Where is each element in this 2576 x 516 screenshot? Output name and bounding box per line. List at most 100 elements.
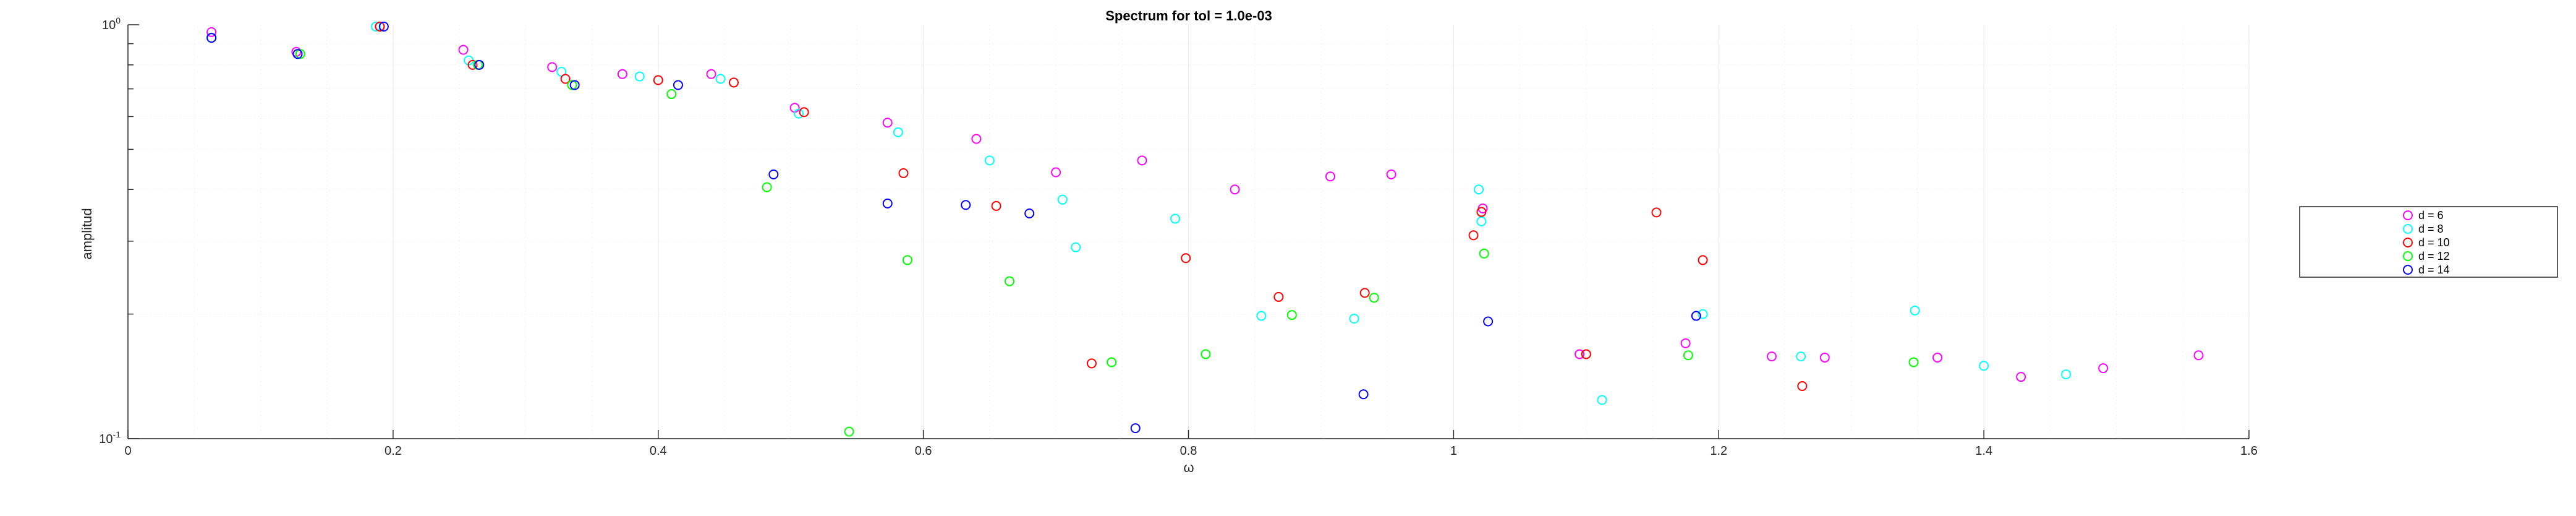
x-tick-label: 0.4 [650,444,667,458]
data-point [1476,216,1487,226]
data-point [898,168,909,178]
data-point [1651,207,1662,218]
data-point [1130,423,1141,434]
x-tick-label: 0.6 [915,444,932,458]
x-axis-label: ω [1183,460,1194,475]
data-point [1359,288,1370,298]
y-axis-label: amplitud [79,208,95,259]
data-point [206,33,217,43]
data-point [882,198,893,209]
data-point [1797,381,1808,391]
data-point [1286,310,1297,320]
data-point [991,200,1001,211]
data-point [1483,316,1494,327]
data-point [653,75,663,85]
data-point [1698,309,1708,319]
data-point [666,89,677,100]
data-point [560,74,571,84]
data-point [467,59,478,70]
data-point [1819,352,1830,363]
data-point [844,426,854,437]
data-point [1932,352,1943,363]
data-point [474,59,485,70]
data-point [458,45,469,55]
data-point [1908,357,1919,368]
data-point [2193,350,2204,361]
x-tick-label: 1.6 [2240,444,2258,458]
legend-label: d = 8 [2418,223,2444,235]
data-point [794,108,804,119]
data-point [2098,363,2109,374]
data-point [1369,293,1379,303]
legend-marker [2403,265,2413,275]
data-point [673,80,683,90]
data-point [715,74,726,84]
data-markers [206,21,2204,437]
data-point [2016,372,2026,382]
legend-box [2299,206,2558,278]
data-point [370,21,381,32]
legend-marker [2403,251,2413,261]
data-point [378,21,389,32]
data-point [1005,276,1015,286]
data-point [1051,167,1061,178]
x-tick-label: 0 [124,444,131,458]
data-point [1137,155,1147,166]
data-point [1910,305,1920,316]
legend-label: d = 6 [2418,209,2444,221]
data-point [1698,255,1708,265]
legend-label: d = 10 [2418,236,2450,249]
legend-marker [2403,224,2413,234]
legend-items: d = 6 d = 8d = 10d = 12 d = 14 [2403,209,2450,276]
data-point [762,182,772,192]
data-point [1057,194,1068,205]
data-point [375,21,385,32]
data-point [1680,338,1691,348]
x-tick-label: 0.2 [385,444,402,458]
data-point [799,107,809,118]
series-d-14 [206,21,1701,434]
legend-label: d = 14 [2418,264,2450,276]
data-point [961,200,971,210]
data-point [1107,357,1117,368]
data-point [1581,349,1591,359]
data-point [1479,248,1489,259]
legend: d = 6 d = 8d = 10d = 12 d = 14 [2299,206,2558,278]
legend-marker [2403,210,2413,220]
data-point [1325,171,1335,182]
data-point [1575,349,1585,359]
data-point [634,71,645,82]
data-point [1691,311,1701,321]
data-point [547,62,558,72]
x-tick-label: 0.8 [1180,444,1197,458]
data-point [295,49,305,59]
data-point [728,77,739,88]
data-point [569,80,580,90]
data-point [1230,184,1240,195]
data-point [882,118,893,128]
data-point [617,69,627,79]
legend-label: d = 12 [2418,250,2450,262]
data-point [1256,311,1267,321]
data-point [1273,291,1284,302]
data-point [1476,207,1487,217]
plot-area: 0 0.2 0.4 0.6 0.8 1 1.2 1.4 1.6 10-1 100 [99,15,2258,458]
data-point [1597,395,1607,405]
data-point [206,27,217,37]
data-point [1071,242,1081,252]
data-point [1468,230,1479,241]
y-tick-label: 100 [102,15,121,32]
y-axis-ticks: 10-1 100 [99,15,139,446]
data-point [706,69,716,79]
data-point [984,155,995,166]
x-tick-label: 1.4 [1975,444,1992,458]
x-tick-label: 1.2 [1710,444,1727,458]
data-point [1086,358,1097,369]
data-point [1201,349,1211,359]
data-point [1181,253,1191,264]
data-point [1349,313,1359,324]
legend-marker [2403,238,2413,247]
chart-title: Spectrum for tol = 1.0e-03 [1105,8,1272,24]
